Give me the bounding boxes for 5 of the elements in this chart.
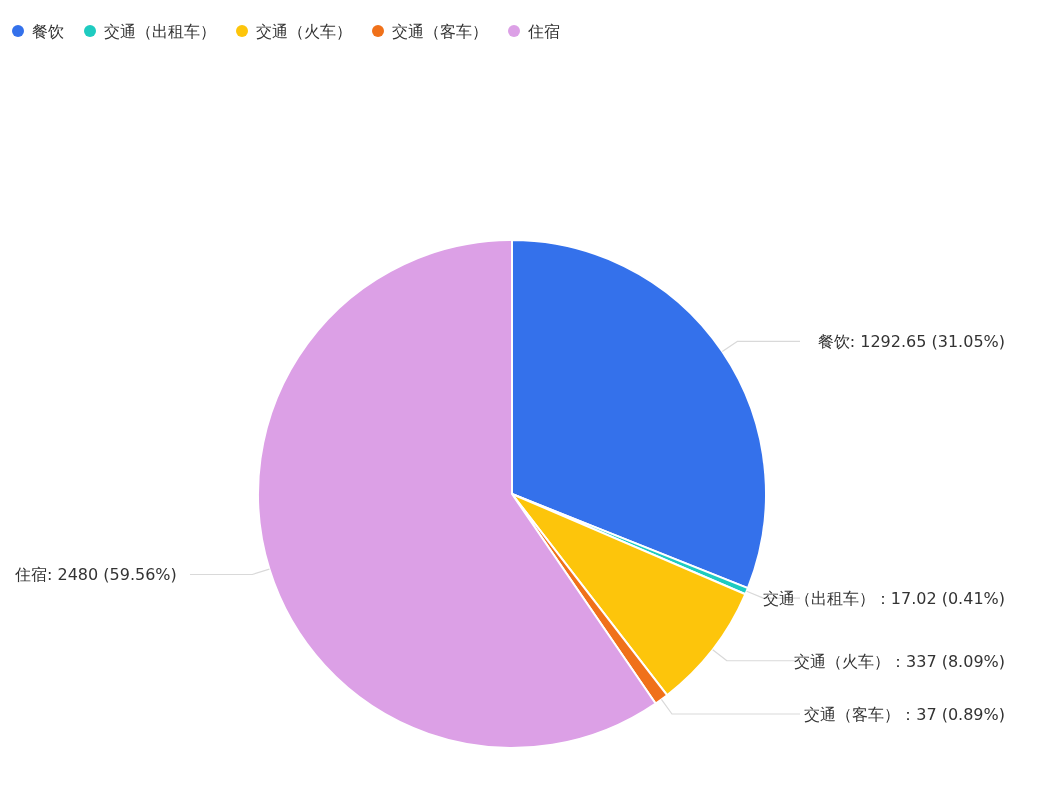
legend-label: 交通（出租车）: [104, 22, 216, 41]
legend-label: 住宿: [527, 22, 560, 41]
legend-label: 餐饮: [32, 22, 64, 41]
legend-label: 交通（客车）: [392, 22, 488, 41]
legend-label: 交通（火车）: [256, 22, 352, 41]
